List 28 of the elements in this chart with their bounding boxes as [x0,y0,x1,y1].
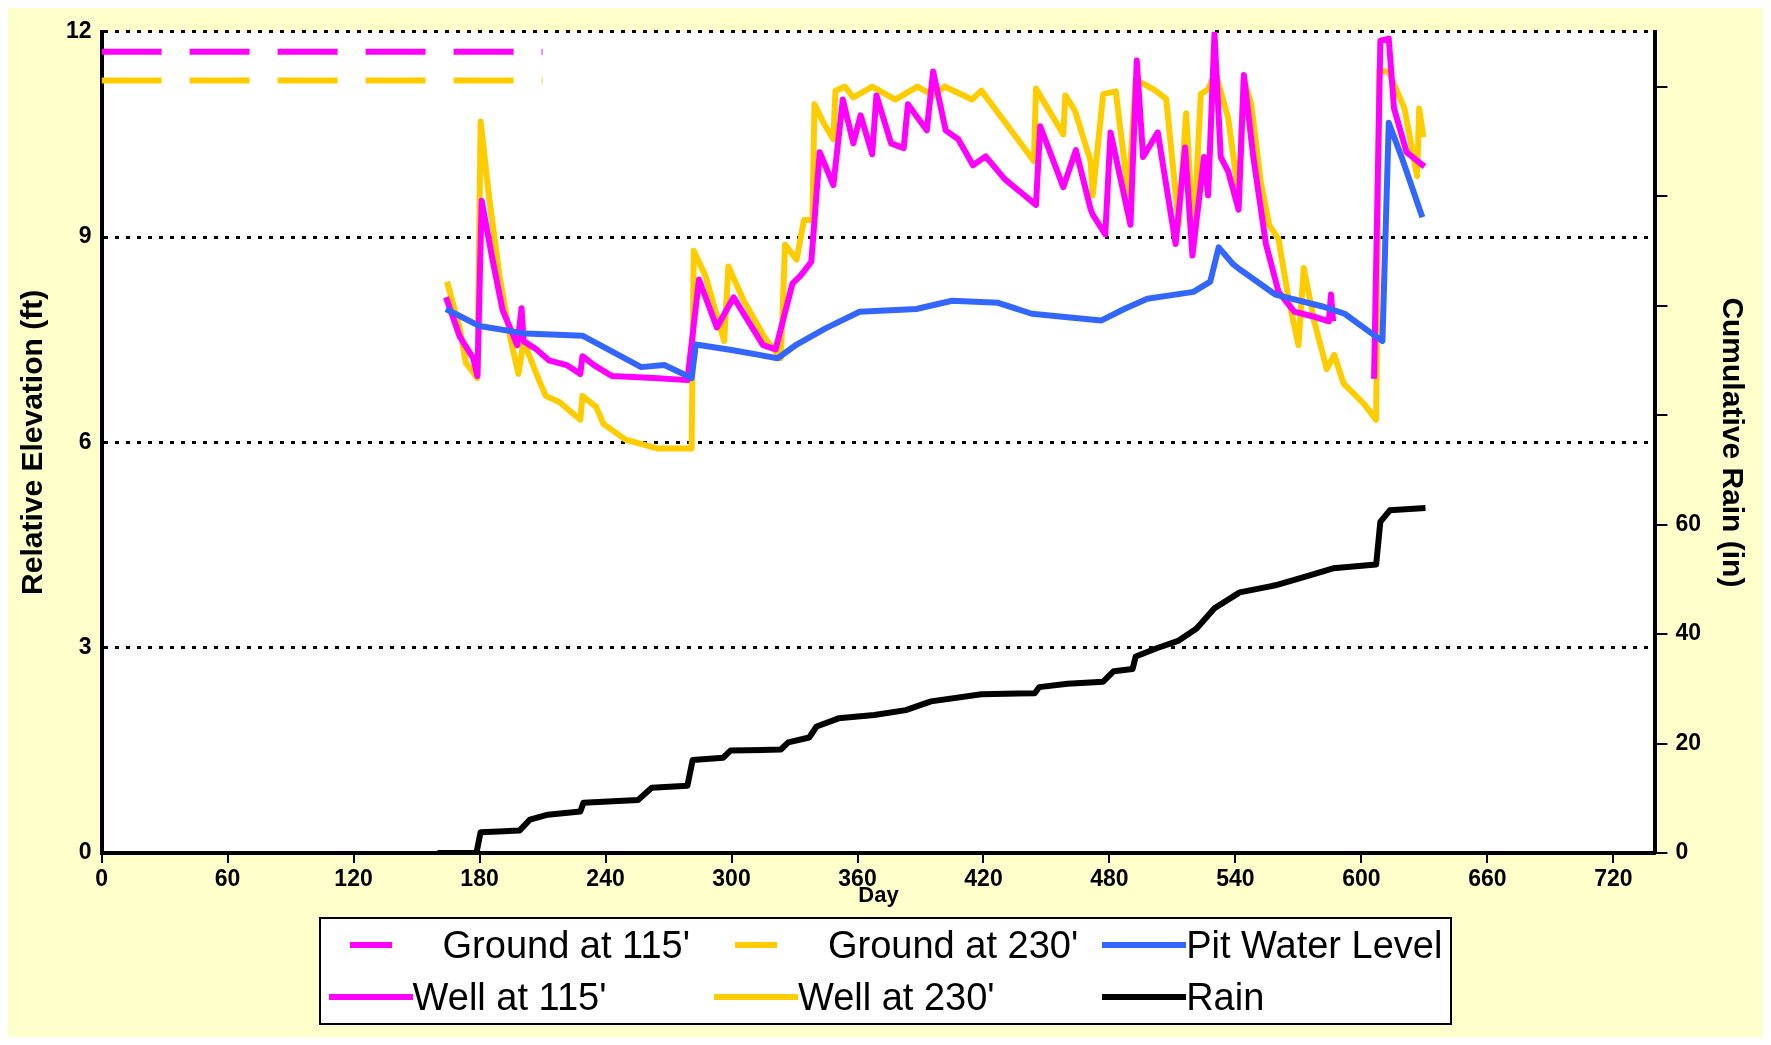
legend-label: Pit Water Level [1186,923,1443,967]
x-tick-label: 480 [1090,865,1129,892]
x-tick-label: 60 [214,865,241,892]
x-tick-label: 180 [460,865,499,892]
y2-tick-label: 20 [1675,728,1702,755]
y-tick-label: 6 [78,427,92,454]
x-tick-label: 420 [964,865,1003,892]
x-tick-label: 660 [1468,865,1507,892]
y2-axis-title: Cumulative Rain (in) [1716,297,1750,588]
x-tick-label: 120 [334,865,373,892]
x-tick-label: 720 [1594,865,1633,892]
legend-label: Ground at 115' [442,923,690,967]
y-tick-label: 12 [65,17,92,44]
y-tick-label: 9 [78,222,92,249]
legend-label: Well at 115' [412,975,607,1019]
y-tick-label: 3 [78,633,92,660]
x-tick-label: 540 [1216,865,1255,892]
y2-tick-label: 0 [1675,838,1689,865]
y2-tick-label: 40 [1675,619,1702,646]
y2-tick-label: 60 [1675,509,1702,536]
x-tick-label: 300 [712,865,751,892]
y-tick-label: 0 [78,838,92,865]
y-axis-title: Relative Elevation (ft) [15,289,49,595]
legend-label: Ground at 230' [827,923,1079,967]
x-tick-label: 240 [586,865,625,892]
legend-label: Well at 230' [797,975,995,1019]
x-tick-label: 600 [1342,865,1381,892]
legend-label: Rain [1186,975,1265,1019]
